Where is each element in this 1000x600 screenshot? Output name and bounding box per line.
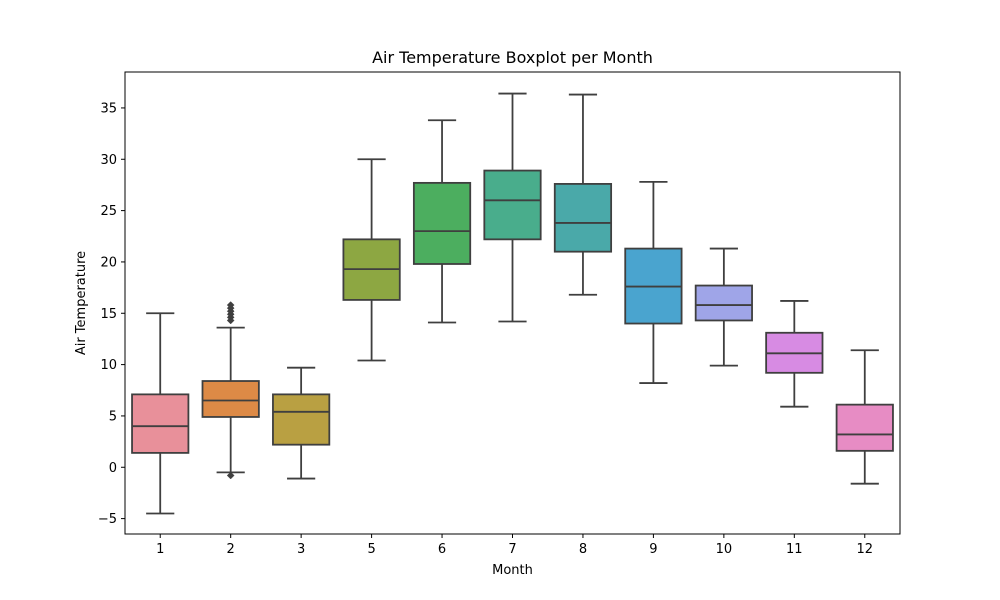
y-tick-label: −5 — [98, 512, 117, 527]
iqr-box — [131, 393, 190, 454]
y-tick-label: 20 — [100, 255, 117, 270]
box-month-3 — [272, 366, 331, 480]
x-tick-label: 9 — [649, 542, 657, 557]
x-tick-label: 10 — [716, 542, 733, 557]
y-axis-label: Air Temperature — [74, 251, 89, 355]
y-tick-label: 5 — [109, 409, 117, 424]
iqr-box — [201, 380, 260, 418]
iqr-box — [412, 181, 472, 265]
y-tick-label: 30 — [100, 153, 117, 168]
y-tick-label: 25 — [100, 204, 117, 219]
x-tick-label: 3 — [297, 542, 305, 557]
box-month-6 — [412, 119, 472, 324]
box-month-2 — [201, 301, 260, 480]
box-month-12 — [835, 349, 894, 485]
boxes — [131, 92, 894, 515]
x-tick-label: 5 — [367, 542, 375, 557]
iqr-box — [835, 403, 894, 452]
y-tick-label: 10 — [100, 358, 117, 373]
iqr-box — [694, 284, 753, 322]
box-month-10 — [694, 247, 753, 367]
outlier-point — [226, 301, 235, 309]
iqr-box — [483, 169, 542, 241]
y-tick-label: 0 — [109, 461, 117, 476]
x-tick-label: 6 — [438, 542, 446, 557]
x-tick-label: 2 — [227, 542, 235, 557]
outlier-point — [226, 471, 235, 480]
y-tick-label: 15 — [100, 307, 117, 322]
box-month-7 — [483, 92, 542, 323]
chart-title: Air Temperature Boxplot per Month — [372, 48, 653, 67]
box-month-8 — [553, 93, 613, 296]
box-month-1 — [131, 312, 190, 515]
y-tick-label: 35 — [100, 101, 117, 116]
box-month-9 — [624, 180, 683, 384]
x-tick-label: 7 — [508, 542, 516, 557]
iqr-box — [553, 183, 613, 253]
x-tick-label: 8 — [579, 542, 587, 557]
x-tick-label: 12 — [856, 542, 873, 557]
x-tick-label: 1 — [156, 542, 164, 557]
iqr-box — [272, 393, 331, 446]
plot-frame — [124, 71, 901, 535]
y-axis: −5 0 5 10 15 20 25 30 35 — [98, 101, 125, 527]
box-month-11 — [765, 300, 824, 408]
x-tick-label: 11 — [786, 542, 803, 557]
x-axis: 1 2 3 5 6 7 8 9 10 11 12 — [156, 534, 873, 557]
box-month-5 — [342, 158, 401, 362]
x-axis-label: Month — [492, 563, 533, 578]
